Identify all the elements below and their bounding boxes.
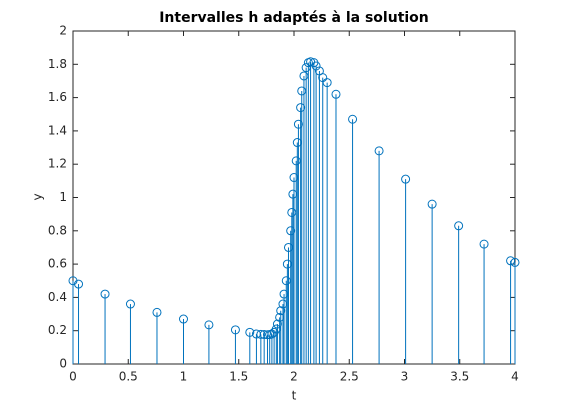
stem-marker [331,89,341,99]
x-tick-label: 3 [401,370,409,384]
stem-marker [293,119,303,129]
stem-marker [152,307,162,317]
stem-marker [401,174,411,184]
x-tick-label: 3.5 [450,370,469,384]
y-tick-label: 1.4 [48,123,67,137]
stem-marker [272,319,282,329]
stem-marker [506,256,516,266]
x-tick-label: 0.5 [119,370,138,384]
x-axis-label: t [292,389,297,403]
y-tick-label: 0 [59,357,67,371]
stem-marker [479,239,489,249]
stem-marker [74,279,84,289]
y-tick-label: 1.6 [48,90,67,104]
y-tick-label: 0.4 [48,290,67,304]
stem-marker [100,289,110,299]
y-tick-label: 1 [59,190,67,204]
stem-marker [204,320,214,330]
stem-marker [454,221,464,231]
stem-marker [311,61,321,71]
stem-marker [318,73,328,83]
stem-marker [322,78,332,88]
x-tick-label: 4 [511,370,519,384]
stem-marker [245,327,255,337]
x-tick-label: 1.5 [229,370,248,384]
x-tick-label: 2.5 [340,370,359,384]
stem-marker [230,325,240,335]
y-axis-label: y [31,193,45,200]
x-tick-label: 1 [180,370,188,384]
stem-marker [348,114,358,124]
y-tick-label: 2 [59,24,67,38]
x-tick-label: 0 [69,370,77,384]
y-tick-label: 0.2 [48,323,67,337]
y-tick-label: 0.6 [48,257,67,271]
stem-marker [256,329,266,339]
stem-marker [125,299,135,309]
y-tick-label: 0.8 [48,223,67,237]
y-tick-label: 1.8 [48,57,67,71]
stem-marker [427,199,437,209]
x-tick-label: 2 [290,370,298,384]
chart-title: Intervalles h adaptés à la solution [159,10,429,26]
stem-marker [286,226,296,236]
stem-marker [276,306,286,316]
stem-marker [510,257,520,267]
y-tick-label: 1.2 [48,157,67,171]
stem-marker [296,103,306,113]
stem-marker [179,314,188,324]
stem-marker [374,146,384,156]
